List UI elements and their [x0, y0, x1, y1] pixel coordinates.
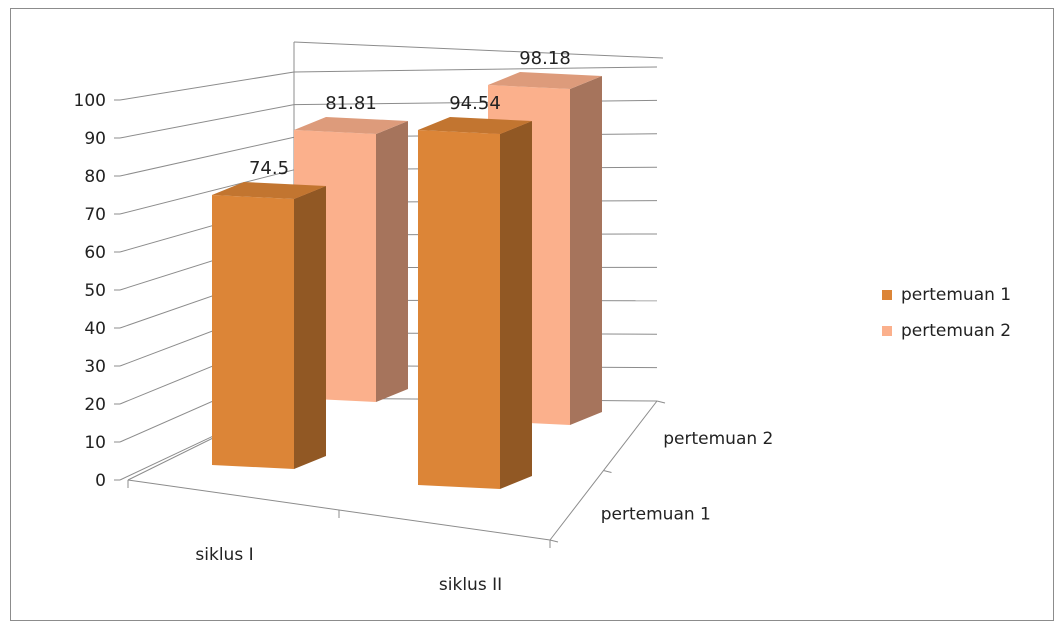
- legend-label-pertemuan-2: pertemuan 2: [901, 321, 1012, 341]
- bar-side-face: [294, 186, 326, 469]
- bar-side-face: [376, 121, 408, 402]
- data-label: 81.81: [325, 93, 377, 114]
- gridline-side: [119, 136, 295, 177]
- bar-top-face: [294, 117, 408, 134]
- back-wall-top-edge: [293, 41, 664, 59]
- y-tick-label: 100: [74, 91, 106, 111]
- legend-item-pertemuan-1: pertemuan 1: [882, 283, 1011, 307]
- bar-top-face: [418, 117, 532, 134]
- y-tick-label: 60: [84, 243, 106, 263]
- y-tick-label: 40: [84, 319, 106, 339]
- data-label: 74.5: [249, 158, 289, 179]
- depth-category-label: pertemuan 2: [663, 429, 773, 449]
- y-tick-label: 80: [84, 167, 106, 187]
- depth-tick: [656, 400, 666, 404]
- bar-side-face: [570, 76, 602, 425]
- gridline-side: [119, 71, 295, 101]
- labels: 0 10 20 30 40 50 60 70 80 90 100 siklus I siklus II p…: [74, 48, 774, 595]
- y-tick-label: 50: [84, 281, 106, 301]
- gridline-back: [293, 66, 658, 73]
- data-label: 94.54: [449, 93, 501, 114]
- y-tick-label: 20: [84, 395, 106, 415]
- legend-label-pertemuan-1: pertemuan 1: [901, 285, 1012, 305]
- bar-top-face: [212, 182, 326, 199]
- x-category-label: siklus I: [195, 545, 253, 565]
- gridline-side: [119, 169, 295, 215]
- bar-front-face: [418, 130, 500, 489]
- y-tick-label: 90: [84, 129, 106, 149]
- x-category-label: siklus II: [439, 575, 502, 595]
- depth-tick: [603, 470, 612, 473]
- y-tick-label: 10: [84, 433, 106, 453]
- legend-swatch-pertemuan-1: [882, 290, 892, 300]
- legend-swatch-pertemuan-2: [882, 326, 892, 336]
- y-tick-label: 0: [95, 471, 106, 491]
- bar-side-face: [500, 121, 532, 489]
- data-label: 98.18: [519, 48, 571, 69]
- bars: [212, 72, 602, 489]
- gridline-side: [119, 104, 295, 139]
- bar-front-face: [212, 195, 294, 469]
- bar-top-face: [488, 72, 602, 89]
- y-tick-label: 70: [84, 205, 106, 225]
- legend-item-pertemuan-2: pertemuan 2: [882, 319, 1011, 343]
- y-tick-label: 30: [84, 357, 106, 377]
- depth-tick: [549, 539, 559, 543]
- legend: pertemuan 1 pertemuan 2: [882, 283, 1011, 355]
- depth-category-label: pertemuan 1: [601, 504, 711, 524]
